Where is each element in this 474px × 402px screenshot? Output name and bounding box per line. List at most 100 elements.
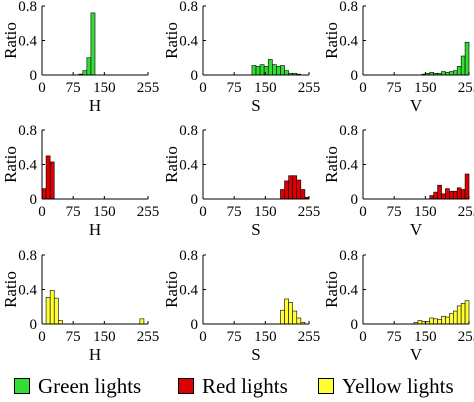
- x-tick-label: 150: [254, 329, 277, 345]
- histogram-bar: [251, 65, 257, 76]
- legend-swatch-yellow: [318, 378, 334, 394]
- y-axis-label: Ratio: [162, 22, 181, 59]
- x-tick-label: 150: [414, 329, 437, 345]
- y-tick-label: 0: [191, 317, 199, 333]
- histogram-bar: [45, 155, 51, 200]
- histogram-bar: [41, 188, 47, 200]
- x-tick-label: 255: [298, 329, 321, 345]
- x-tick-label: 75: [66, 80, 81, 96]
- x-axis-label: H: [89, 96, 101, 115]
- y-axis-label: Ratio: [162, 271, 181, 308]
- y-tick-label: 0.8: [339, 248, 358, 264]
- histogram-bar: [300, 189, 306, 200]
- x-tick-label: 255: [458, 204, 474, 220]
- histogram-bar: [255, 66, 261, 76]
- y-tick-label: 0.4: [18, 283, 37, 299]
- x-tick-label: 75: [227, 80, 242, 96]
- x-axis-label: V: [410, 220, 423, 239]
- histogram-bar: [417, 320, 423, 325]
- histogram-bar: [139, 318, 145, 325]
- x-tick-label: 0: [359, 80, 367, 96]
- y-tick-label: 0: [351, 68, 359, 84]
- x-tick-label: 0: [199, 204, 207, 220]
- histogram-bar: [437, 184, 442, 200]
- legend-label-green: Green lights: [38, 373, 142, 398]
- histogram-bar: [45, 296, 51, 325]
- histogram-bar: [280, 309, 285, 325]
- x-tick-label: 255: [137, 80, 160, 96]
- histogram-bar: [441, 315, 446, 325]
- histogram-bar: [276, 66, 281, 76]
- y-tick-label: 0.8: [18, 248, 37, 264]
- histogram-bar: [452, 190, 458, 200]
- x-tick-label: 150: [93, 329, 116, 345]
- histogram-bar: [433, 318, 438, 325]
- x-tick-label: 0: [38, 80, 46, 96]
- y-tick-label: 0: [30, 192, 38, 208]
- x-tick-label: 0: [38, 204, 46, 220]
- y-axis-label: Ratio: [1, 22, 20, 59]
- y-tick-label: 0.8: [179, 123, 198, 139]
- y-axis-label: Ratio: [322, 146, 341, 183]
- legend-item-yellow: Yellow lights: [318, 371, 454, 401]
- x-tick-label: 75: [387, 204, 402, 220]
- histogram-bar: [82, 70, 88, 76]
- histogram-bar: [429, 195, 434, 200]
- legend-swatch-red: [178, 378, 194, 394]
- x-axis-label: S: [251, 220, 260, 239]
- y-tick-label: 0.4: [179, 283, 198, 299]
- histogram-bar: [49, 161, 55, 200]
- legend-item-green: Green lights: [14, 371, 141, 401]
- histogram-bar: [449, 190, 454, 200]
- x-tick-label: 75: [387, 80, 402, 96]
- x-tick-label: 75: [227, 329, 242, 345]
- histogram-bar: [445, 188, 450, 200]
- histogram-bar: [58, 320, 63, 325]
- x-tick-label: 255: [137, 329, 160, 345]
- histogram-bar: [284, 298, 289, 325]
- x-tick-label: 150: [414, 80, 437, 96]
- x-tick-label: 0: [199, 80, 207, 96]
- x-tick-label: 150: [254, 204, 277, 220]
- histogram-bar: [464, 300, 470, 325]
- x-tick-label: 150: [93, 204, 116, 220]
- histogram-bar: [259, 64, 265, 76]
- histogram-bar: [456, 305, 462, 325]
- y-tick-label: 0.8: [179, 248, 198, 264]
- x-tick-label: 0: [359, 329, 367, 345]
- legend-label-yellow: Yellow lights: [342, 373, 454, 398]
- histogram-bar: [90, 12, 96, 76]
- histogram-bar: [456, 187, 462, 200]
- histogram-bar: [284, 70, 289, 76]
- x-axis-label: V: [410, 96, 423, 115]
- histogram-bar: [288, 175, 293, 200]
- y-tick-label: 0.4: [339, 34, 358, 50]
- x-tick-label: 255: [298, 204, 321, 220]
- y-tick-label: 0: [191, 192, 199, 208]
- histogram-bar: [460, 55, 466, 76]
- y-tick-label: 0: [191, 68, 199, 84]
- x-axis-label: S: [251, 345, 260, 364]
- histogram-bar: [449, 313, 454, 325]
- histogram-bar: [464, 173, 470, 200]
- y-axis-label: Ratio: [1, 146, 20, 183]
- histogram-bar: [460, 189, 466, 200]
- y-tick-label: 0.8: [18, 123, 37, 139]
- x-tick-label: 150: [254, 80, 277, 96]
- y-tick-label: 0.8: [179, 0, 198, 15]
- x-tick-label: 255: [458, 80, 474, 96]
- x-tick-label: 255: [298, 80, 321, 96]
- x-tick-label: 75: [387, 329, 402, 345]
- histogram-bar: [296, 179, 302, 200]
- x-tick-label: 255: [137, 204, 160, 220]
- histogram-bar: [429, 317, 434, 325]
- y-tick-label: 0: [30, 68, 38, 84]
- x-tick-label: 150: [414, 204, 437, 220]
- histogram-bar: [272, 64, 277, 76]
- histogram-bar: [296, 317, 302, 325]
- y-tick-label: 0.8: [18, 0, 37, 15]
- y-axis-label: Ratio: [322, 271, 341, 308]
- y-tick-label: 0.4: [339, 158, 358, 174]
- legend-label-red: Red lights: [202, 373, 288, 398]
